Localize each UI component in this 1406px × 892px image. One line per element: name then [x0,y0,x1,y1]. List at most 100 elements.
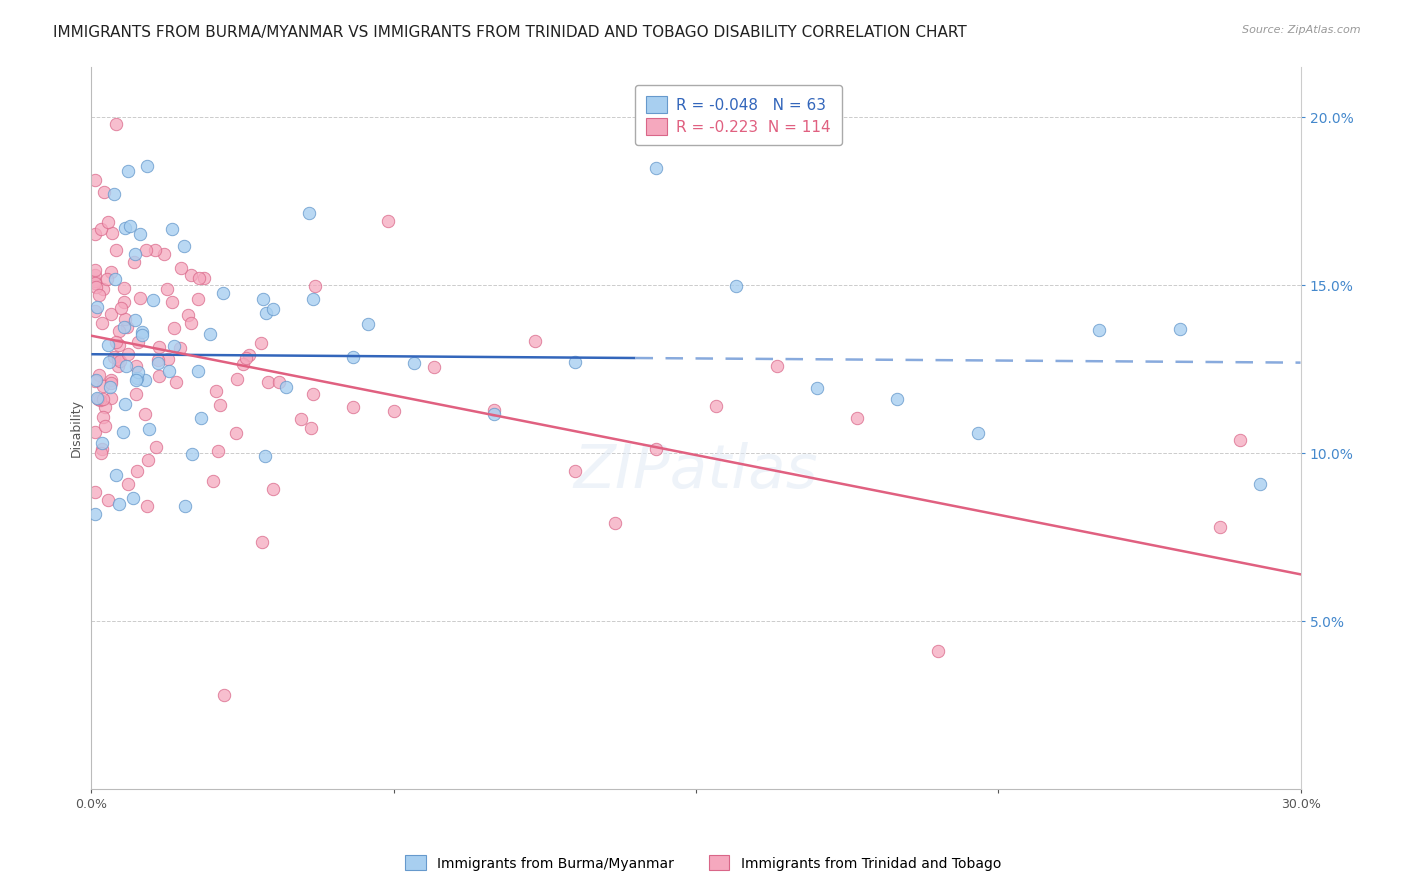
Point [100,376,122,391]
Point [342,400,364,414]
Point [84,276,107,290]
Point [160,222,183,236]
Point [84,508,107,522]
Point [1229,433,1251,447]
Point [249,336,271,351]
Point [644,161,666,176]
Point [84,268,107,282]
Point [100,264,122,278]
Point [302,292,325,306]
Point [145,440,167,454]
Point [100,373,122,387]
Point [112,295,135,310]
Point [97,338,120,352]
Point [357,317,380,331]
Point [143,243,166,257]
Point [125,373,148,387]
Point [564,463,586,477]
Point [115,319,138,334]
Point [103,350,125,364]
Point [165,375,187,389]
Point [125,387,148,401]
Point [127,366,149,380]
Point [107,359,129,374]
Point [117,346,139,360]
Point [156,282,179,296]
Point [304,279,326,293]
Point [129,227,152,241]
Legend: Immigrants from Burma/Myanmar, Immigrants from Trinidad and Tobago: Immigrants from Burma/Myanmar, Immigrant… [399,850,1007,876]
Point [91,442,114,457]
Point [177,308,200,322]
Point [967,425,990,440]
Point [765,359,787,374]
Point [484,407,506,421]
Point [127,371,149,385]
Point [114,312,136,326]
Point [100,391,122,405]
Point [402,356,425,370]
Point [93,379,115,393]
Point [104,117,127,131]
Point [100,307,122,321]
Point [84,485,107,500]
Point [299,421,322,435]
Point [377,214,399,228]
Point [163,339,186,353]
Point [342,350,364,364]
Point [207,443,229,458]
Point [152,247,174,261]
Point [142,293,165,307]
Point [146,356,169,370]
Point [225,425,247,440]
Point [1168,322,1191,336]
Point [91,409,114,424]
Point [187,293,209,307]
Point [157,351,180,366]
Point [86,373,108,387]
Legend: R = -0.048   N = 63, R = -0.223  N = 114: R = -0.048 N = 63, R = -0.223 N = 114 [636,86,842,145]
Point [93,392,115,406]
Point [86,392,108,406]
Point [187,364,209,378]
Point [846,411,869,425]
Point [118,219,141,233]
Point [125,359,148,374]
Point [212,286,235,301]
Point [262,483,284,497]
Point [104,243,127,257]
Point [564,355,586,369]
Point [173,500,195,514]
Point [100,379,122,393]
Point [136,159,159,173]
Point [93,400,115,414]
Point [523,334,546,349]
Point [84,227,107,241]
Point [201,474,224,488]
Point [114,319,136,334]
Point [1088,323,1111,337]
Point [725,278,748,293]
Point [160,294,183,309]
Point [134,373,156,387]
Point [84,280,107,294]
Point [605,516,627,530]
Point [107,497,129,511]
Point [89,393,111,408]
Point [131,327,153,342]
Point [232,357,254,371]
Point [107,352,129,367]
Point [146,352,169,367]
Point [214,689,236,703]
Text: Source: ZipAtlas.com: Source: ZipAtlas.com [1243,25,1361,35]
Point [138,422,160,436]
Point [254,306,277,320]
Point [254,449,277,463]
Point [84,374,107,388]
Point [238,347,260,361]
Point [886,392,908,407]
Point [1249,476,1271,491]
Point [112,281,135,295]
Point [235,351,257,365]
Point [90,435,112,450]
